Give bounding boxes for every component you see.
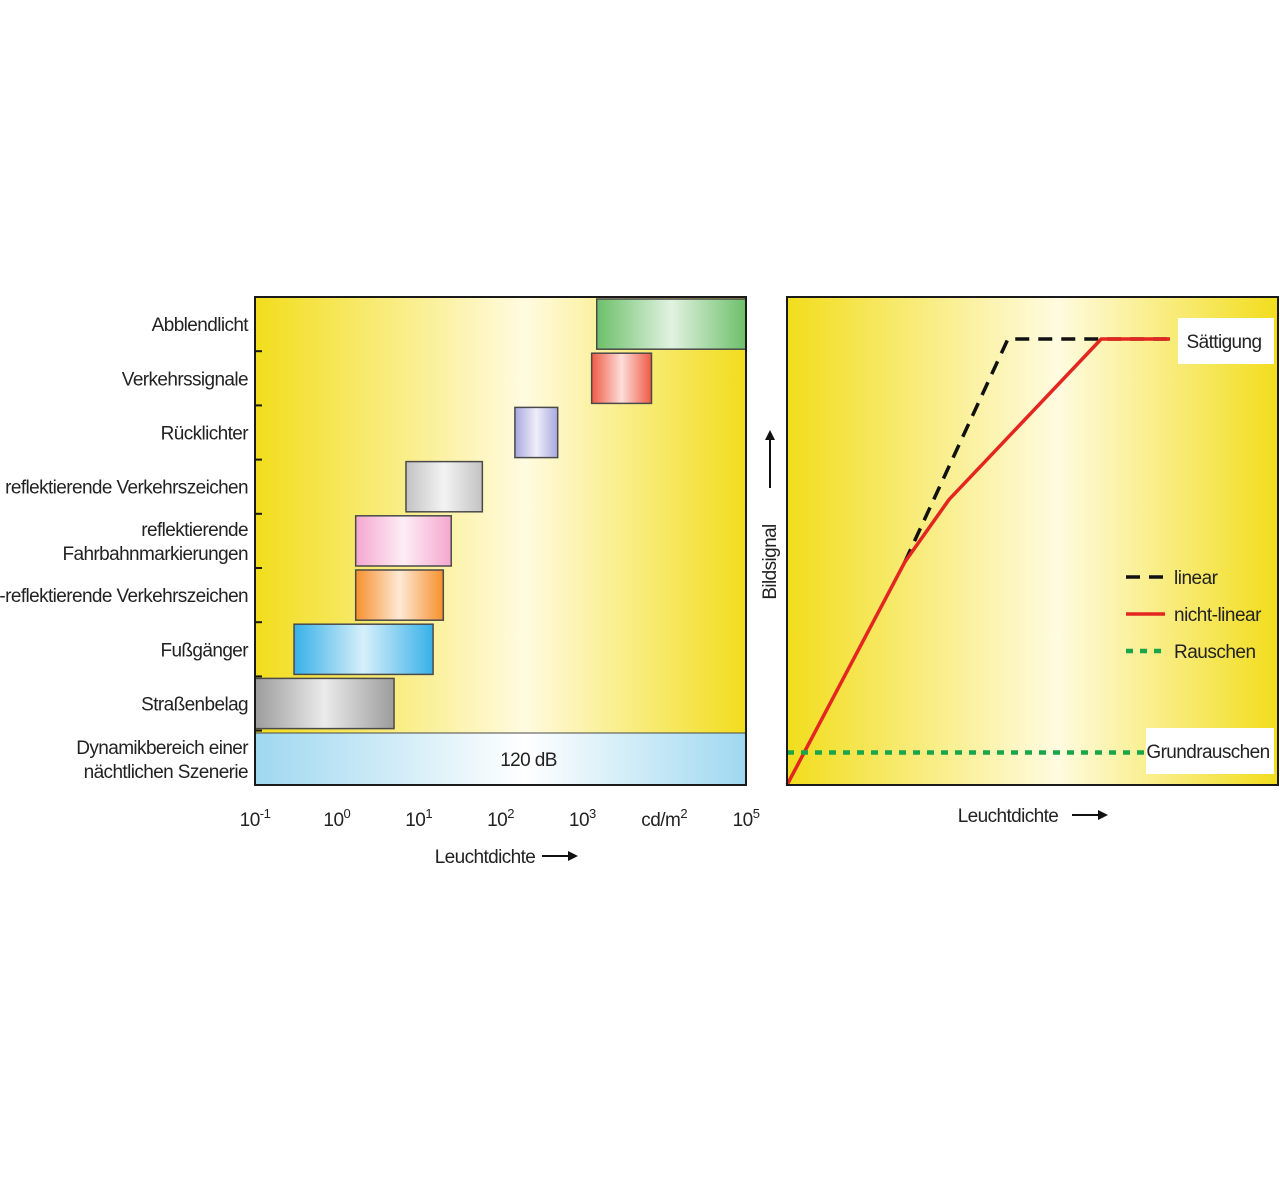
x-tick-label: 100 [323,806,350,831]
category-label-strassenbelag: Straßenbelag [141,695,248,716]
category-label-nicht-reflektierende-verkehrszeichen: nicht-reflektierende Verkehrszeichen [0,586,248,607]
left-plot-frame [254,296,747,786]
legend: linear nicht-linear Rauschen [1126,568,1263,663]
right-plot-background [787,297,1278,785]
legend-label-rauschen: Rauschen [1174,642,1256,663]
noise-floor-label-box [1146,728,1274,774]
signal-response-chart: Sättigung Grundrauschen linear nicht-line… [760,296,1279,827]
range-bar-ruecklichter [514,406,559,459]
left-x-arrow [542,851,578,861]
category-label-abblendlicht: Abblendlicht [152,315,250,336]
category-label-reflektierende-fahrbahnmarkierungen-2: Fahrbahnmarkierungen [62,544,248,565]
category-label-fussgaenger: Fußgänger [160,640,249,661]
left-x-axis-label: Leuchtdichte [435,847,536,868]
x-tick-label: 105 [733,806,760,831]
legend-label-nicht-linear: nicht-linear [1174,605,1262,626]
dynamic-range-label-2: nächtlichen Szenerie [84,762,248,783]
dynamic-range-bar [254,732,747,786]
dynamic-range-value-label: 120 dB [500,750,557,771]
range-bar-reflektierende-verkehrszeichen [405,460,484,513]
right-y-axis-label: Bildsignal [760,524,781,599]
category-label-reflektierende-verkehrszeichen: reflektierende Verkehrszeichen [5,478,248,499]
dynamic-range-label-1: Dynamikbereich einer [76,738,249,759]
x-tick-label: 102 [487,806,514,831]
saturation-label-box [1178,318,1274,364]
range-bar-reflektierende-fahrbahnmarkierungen [354,515,452,567]
noise-floor-label: Grundrauschen [1146,742,1269,763]
series-line-nicht-linear [785,337,1170,786]
range-bar-nicht-reflektierende-verkehrszeichen [354,569,445,621]
category-label-verkehrssignale: Verkehrssignale [122,369,248,390]
range-bar-abblendlicht [595,298,747,350]
range-bar-fussgaenger [293,623,434,676]
x-tick-label: cd/m2 [641,806,687,831]
right-x-axis-label: Leuchtdichte [958,806,1059,827]
category-label-ruecklichter: Rücklichter [161,424,250,445]
saturation-label: Sättigung [1187,332,1262,353]
right-y-arrow [765,430,775,488]
legend-label-linear: linear [1174,568,1219,589]
luminance-range-chart: 120 dB Abblendlicht Verkehrssignale Rückli… [0,296,760,868]
x-tick-label: 101 [405,806,432,831]
category-label-reflektierende-fahrbahnmarkierungen-1: reflektierende [141,520,248,541]
x-tick-label: 103 [569,806,596,831]
range-bar-verkehrssignale [590,352,653,405]
right-plot-frame [786,296,1279,786]
x-tick-label: 10-1 [240,806,271,831]
right-x-arrow [1072,810,1108,820]
range-bar-strassenbelag [254,677,395,730]
